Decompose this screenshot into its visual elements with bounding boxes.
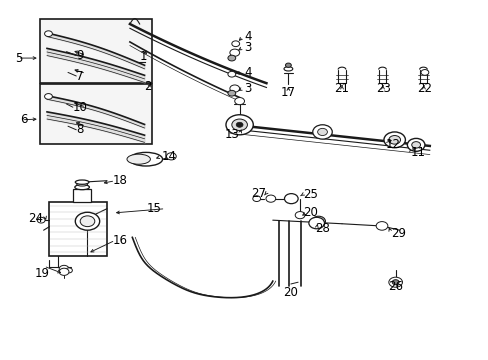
Text: 14: 14 bbox=[161, 150, 176, 163]
Text: 2: 2 bbox=[144, 80, 152, 93]
Circle shape bbox=[311, 216, 325, 226]
Text: 13: 13 bbox=[224, 127, 239, 141]
Circle shape bbox=[284, 194, 298, 204]
Ellipse shape bbox=[129, 152, 162, 166]
Circle shape bbox=[383, 132, 405, 148]
Text: 5: 5 bbox=[15, 51, 22, 64]
Circle shape bbox=[308, 217, 324, 229]
Circle shape bbox=[225, 115, 253, 135]
Circle shape bbox=[236, 122, 243, 127]
Text: 3: 3 bbox=[244, 82, 251, 95]
Text: 1: 1 bbox=[139, 50, 147, 63]
Text: 15: 15 bbox=[146, 202, 161, 215]
Ellipse shape bbox=[284, 67, 292, 71]
Bar bbox=[49, 202, 107, 256]
Text: 23: 23 bbox=[375, 82, 390, 95]
Circle shape bbox=[37, 217, 45, 223]
Circle shape bbox=[44, 94, 52, 99]
Bar bbox=[40, 19, 152, 83]
Text: 27: 27 bbox=[251, 187, 266, 200]
Ellipse shape bbox=[75, 185, 89, 190]
Text: 25: 25 bbox=[303, 188, 317, 201]
Circle shape bbox=[59, 268, 69, 275]
Circle shape bbox=[295, 212, 305, 219]
Ellipse shape bbox=[75, 180, 89, 184]
Text: 26: 26 bbox=[387, 280, 402, 293]
Text: 10: 10 bbox=[73, 101, 87, 114]
Text: 8: 8 bbox=[76, 123, 83, 136]
Circle shape bbox=[420, 69, 428, 75]
Text: 3: 3 bbox=[244, 41, 251, 54]
Text: 4: 4 bbox=[244, 66, 251, 79]
Text: 9: 9 bbox=[76, 49, 83, 62]
Circle shape bbox=[75, 212, 100, 230]
Circle shape bbox=[265, 195, 275, 202]
Ellipse shape bbox=[127, 154, 150, 164]
Circle shape bbox=[231, 119, 247, 131]
Text: 6: 6 bbox=[20, 113, 28, 126]
Circle shape bbox=[227, 55, 235, 61]
Text: 21: 21 bbox=[334, 82, 349, 95]
Circle shape bbox=[317, 129, 327, 135]
Circle shape bbox=[44, 31, 52, 37]
Text: 20: 20 bbox=[303, 207, 317, 220]
Text: 17: 17 bbox=[280, 86, 295, 99]
Circle shape bbox=[59, 265, 69, 273]
Text: 7: 7 bbox=[76, 69, 83, 82]
Text: 11: 11 bbox=[409, 146, 425, 159]
Circle shape bbox=[166, 153, 176, 160]
Circle shape bbox=[411, 141, 420, 148]
Circle shape bbox=[229, 85, 239, 92]
Circle shape bbox=[312, 125, 331, 139]
Text: 24: 24 bbox=[28, 212, 43, 225]
Circle shape bbox=[229, 49, 239, 56]
Circle shape bbox=[388, 135, 400, 144]
Text: 12: 12 bbox=[385, 138, 400, 150]
Text: 28: 28 bbox=[315, 221, 329, 235]
Circle shape bbox=[234, 98, 244, 105]
Circle shape bbox=[391, 280, 398, 285]
Circle shape bbox=[65, 268, 72, 273]
Circle shape bbox=[227, 71, 235, 77]
Bar bbox=[40, 84, 152, 144]
Text: 20: 20 bbox=[283, 286, 298, 299]
Circle shape bbox=[252, 196, 260, 202]
Ellipse shape bbox=[77, 183, 87, 186]
Circle shape bbox=[231, 41, 239, 46]
Text: 18: 18 bbox=[113, 174, 127, 187]
Bar bbox=[73, 189, 91, 202]
Circle shape bbox=[388, 277, 402, 287]
Circle shape bbox=[375, 222, 387, 230]
Text: 4: 4 bbox=[244, 30, 251, 43]
Circle shape bbox=[80, 216, 95, 226]
Text: 29: 29 bbox=[390, 226, 405, 239]
Text: 16: 16 bbox=[113, 234, 127, 247]
Circle shape bbox=[227, 90, 235, 96]
Circle shape bbox=[407, 138, 424, 151]
Text: 22: 22 bbox=[417, 82, 431, 95]
Circle shape bbox=[285, 63, 291, 67]
Text: 19: 19 bbox=[35, 267, 50, 280]
